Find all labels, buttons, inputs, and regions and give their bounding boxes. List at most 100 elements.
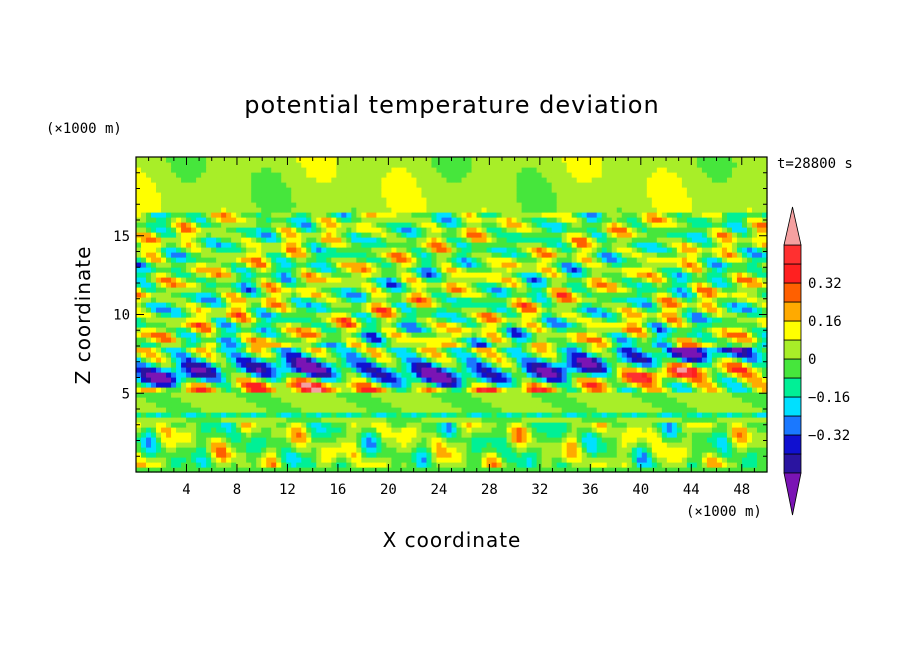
field-cell: [706, 462, 713, 468]
field-cell: [641, 432, 648, 438]
field-cell: [241, 297, 247, 303]
field-cell: [361, 337, 367, 343]
field-cell: [451, 402, 458, 408]
field-cell: [526, 467, 533, 473]
field-cell: [616, 382, 623, 388]
field-cell: [696, 447, 703, 453]
field-cell: [326, 277, 332, 283]
field-cell: [406, 317, 413, 323]
field-cell: [356, 387, 362, 393]
field-cell: [476, 292, 483, 298]
field-cell: [206, 382, 212, 388]
field-cell: [161, 397, 167, 403]
field-cell: [761, 372, 768, 378]
field-cell: [641, 347, 648, 353]
field-cell: [251, 357, 257, 363]
field-cell: [221, 327, 227, 333]
field-cell: [606, 347, 613, 353]
field-cell: [146, 367, 152, 373]
field-cell: [186, 357, 192, 363]
field-cell: [216, 302, 222, 308]
field-cell: [146, 387, 152, 393]
field-cell: [461, 302, 468, 308]
field-cell: [276, 432, 282, 438]
field-cell: [556, 422, 563, 428]
field-cell: [716, 302, 723, 308]
field-cell: [446, 277, 453, 283]
field-cell: [686, 432, 693, 438]
field-cell: [516, 377, 523, 383]
field-cell: [181, 377, 187, 383]
field-cell: [551, 347, 558, 353]
field-cell: [551, 457, 558, 463]
field-cell: [261, 462, 267, 468]
field-cell: [416, 442, 423, 448]
field-cell: [261, 337, 267, 343]
field-cell: [711, 402, 718, 408]
field-cell: [356, 327, 362, 333]
field-cell: [306, 437, 312, 443]
field-cell: [681, 427, 688, 433]
field-cell: [296, 427, 302, 433]
field-cell: [366, 362, 372, 368]
field-cell: [211, 367, 217, 373]
field-cell: [681, 417, 688, 423]
field-cell: [306, 422, 312, 428]
field-cell: [601, 302, 608, 308]
field-cell: [596, 422, 603, 428]
field-cell: [761, 322, 768, 328]
field-cell: [566, 447, 573, 453]
field-cell: [621, 447, 628, 453]
field-cell: [306, 367, 312, 373]
field-cell: [496, 372, 503, 378]
field-cell: [171, 332, 177, 338]
field-cell: [511, 287, 518, 293]
field-cell: [746, 387, 753, 393]
field-cell: [216, 327, 222, 333]
field-cell: [746, 342, 753, 348]
field-cell: [671, 387, 678, 393]
field-cell: [626, 442, 633, 448]
field-cell: [466, 467, 473, 473]
field-cell: [636, 377, 643, 383]
field-cell: [221, 352, 227, 358]
field-cell: [136, 272, 142, 278]
field-cell: [146, 322, 152, 328]
field-cell: [381, 352, 387, 358]
field-cell: [331, 387, 337, 393]
field-cell: [716, 352, 723, 358]
field-cell: [446, 372, 453, 378]
field-cell: [336, 332, 342, 338]
field-cell: [561, 367, 568, 373]
field-cell: [521, 272, 528, 278]
field-cell: [551, 322, 558, 328]
field-cell: [581, 367, 588, 373]
field-cell: [636, 317, 643, 323]
field-cell: [756, 467, 763, 473]
field-cell: [676, 387, 683, 393]
field-cell: [241, 377, 247, 383]
field-cell: [411, 337, 418, 343]
field-cell: [451, 347, 458, 353]
field-cell: [496, 327, 503, 333]
field-cell: [696, 372, 703, 378]
field-cell: [761, 392, 768, 398]
field-cell: [176, 412, 182, 418]
field-cell: [431, 292, 438, 298]
field-cell: [346, 277, 352, 283]
field-cell: [496, 467, 503, 473]
field-cell: [286, 462, 292, 468]
field-cell: [571, 422, 578, 428]
field-cell: [616, 367, 623, 373]
field-cell: [276, 442, 282, 448]
field-cell: [191, 457, 197, 463]
field-cell: [351, 372, 357, 378]
field-cell: [716, 337, 723, 343]
field-cell: [511, 367, 518, 373]
field-cell: [481, 417, 488, 423]
field-cell: [606, 387, 613, 393]
field-cell: [236, 392, 242, 398]
field-cell: [206, 337, 212, 343]
field-cell: [706, 302, 713, 308]
field-cell: [296, 287, 302, 293]
